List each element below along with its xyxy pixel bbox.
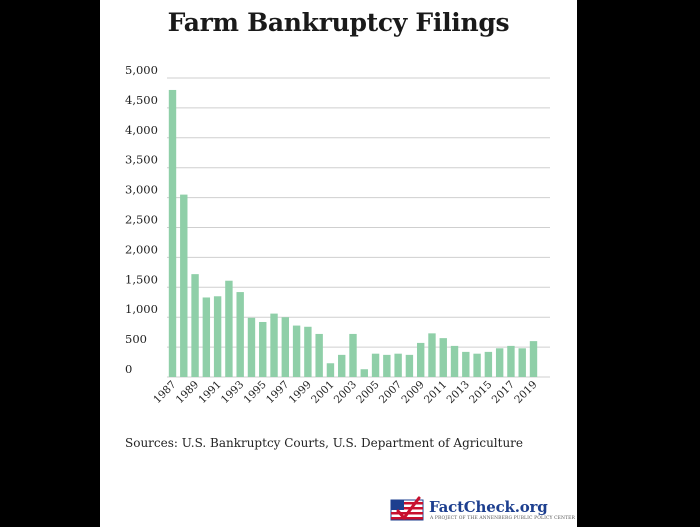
bar-2004: [360, 369, 368, 377]
bar-1997: [281, 317, 290, 377]
x-axis-ticks: 1987198919911993199519971999200120032005…: [151, 379, 539, 406]
y-tick-label: 2,500: [125, 213, 158, 227]
x-tick-label: 1995: [241, 379, 268, 406]
x-tick-label: 1991: [196, 379, 223, 406]
bar-2019: [529, 341, 538, 377]
y-tick-label: 3,500: [125, 153, 158, 167]
bars: [168, 89, 538, 378]
x-tick-label: 1999: [287, 379, 314, 406]
bar-2012: [450, 345, 459, 377]
y-tick-label: 500: [125, 332, 147, 346]
bar-2008: [405, 354, 414, 377]
chart-card: Farm Bankruptcy Filings 0 500 1,000 1,500 2,…: [100, 0, 577, 527]
x-tick-label: 2003: [332, 379, 359, 406]
y-tick-label: 3,000: [125, 183, 158, 197]
bar-2009: [416, 342, 425, 377]
bar-1993: [236, 292, 244, 377]
bar-1995: [259, 321, 267, 377]
factcheck-logo[interactable]: FactCheck.org A PROJECT OF THE ANNENBERG…: [389, 496, 575, 524]
x-tick-label: 2013: [445, 379, 472, 406]
bar-1987: [168, 89, 177, 378]
bar-2005: [371, 353, 380, 377]
x-tick-label: 1987: [151, 379, 178, 406]
y-tick-label: 1,500: [125, 272, 158, 286]
bar-1999: [304, 326, 312, 377]
grid-lines: [167, 77, 550, 378]
x-tick-label: 2015: [467, 379, 494, 406]
bar-1992: [225, 280, 233, 377]
y-axis-ticks: 0 500 1,000 1,500 2,000 2,500 3,000 3,500 4,000 4…: [125, 63, 158, 376]
bar-2018: [518, 348, 526, 377]
y-tick-label: 4,000: [125, 123, 158, 137]
bar-2006: [383, 354, 391, 377]
bar-2017: [507, 345, 515, 377]
chart-title: Farm Bankruptcy Filings: [167, 8, 510, 37]
y-tick-label: 5,000: [125, 63, 158, 77]
bar-2013: [462, 351, 470, 377]
bar-2011: [439, 338, 447, 377]
x-tick-label: 1989: [174, 379, 201, 406]
bar-1988: [180, 194, 188, 377]
bar-1994: [247, 317, 256, 377]
source-note: Sources: U.S. Bankruptcy Courts, U.S. De…: [125, 436, 524, 450]
bar-2000: [315, 333, 323, 377]
bar-chart: 0 500 1,000 1,500 2,000 2,500 3,000 3,500 4,000 4…: [125, 63, 550, 406]
flag-check-icon: [390, 496, 424, 521]
x-tick-label: 1993: [219, 379, 246, 406]
y-tick-label: 2,000: [125, 242, 158, 256]
bar-2010: [428, 333, 436, 377]
bar-1991: [213, 296, 222, 377]
y-tick-label: 4,500: [125, 93, 158, 107]
x-tick-label: 2007: [377, 379, 404, 406]
x-tick-label: 2017: [490, 379, 517, 406]
x-tick-label: 1997: [264, 379, 291, 406]
x-tick-label: 2005: [354, 379, 381, 406]
bar-2001: [326, 363, 335, 377]
x-tick-label: 2011: [422, 379, 449, 406]
bar-1990: [202, 297, 211, 377]
logo-name: FactCheck.org: [429, 498, 548, 516]
bar-2002: [338, 354, 346, 377]
bar-1998: [292, 325, 301, 377]
bar-2016: [495, 348, 504, 377]
bar-2007: [394, 353, 402, 377]
y-tick-label: 1,000: [125, 302, 158, 316]
y-tick-label: 0: [125, 362, 132, 376]
x-tick-label: 2019: [512, 379, 539, 406]
bar-2014: [473, 353, 481, 377]
x-tick-label: 2009: [399, 379, 426, 406]
bar-2015: [484, 351, 493, 377]
x-tick-label: 2001: [309, 379, 336, 406]
bar-1996: [270, 313, 278, 377]
bar-2003: [349, 333, 357, 377]
logo-tagline: A PROJECT OF THE ANNENBERG PUBLIC POLICY…: [430, 516, 576, 521]
bar-1989: [191, 274, 199, 377]
